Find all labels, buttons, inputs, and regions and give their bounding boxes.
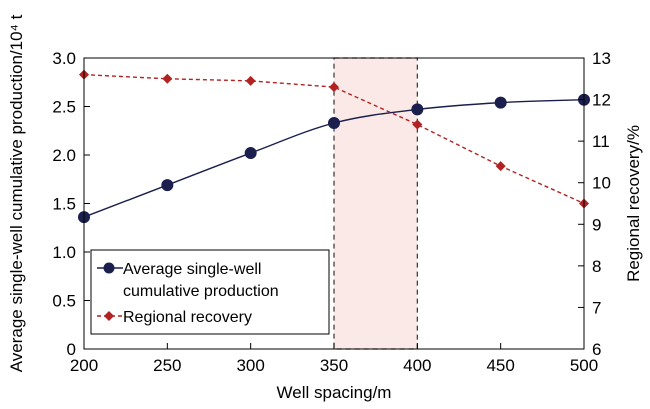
y-left-tick-label: 2.5 <box>52 98 76 117</box>
x-tick-label: 500 <box>570 356 598 375</box>
y-left-tick-label: 0.5 <box>52 292 76 311</box>
y-left-tick-label: 3.0 <box>52 49 76 68</box>
x-tick-label: 250 <box>153 356 181 375</box>
data-point-production <box>494 96 507 109</box>
data-point-production <box>328 116 340 129</box>
legend-label-production-2: cumulative production <box>123 283 279 300</box>
data-point-recovery <box>162 73 173 84</box>
data-point-recovery <box>329 82 339 93</box>
x-tick-label: 400 <box>403 356 431 375</box>
y-left-tick-label: 1.0 <box>52 243 76 262</box>
data-point-recovery <box>495 161 506 172</box>
data-point-production <box>411 103 424 116</box>
legend-label-recovery: Regional recovery <box>123 309 252 326</box>
legend-marker-production <box>103 262 115 274</box>
y-left-tick-label: 0 <box>67 340 76 359</box>
y-right-tick-label: 10 <box>592 174 611 193</box>
y-left-tick-label: 2.0 <box>52 146 76 165</box>
y-right-tick-label: 11 <box>592 132 610 151</box>
data-point-production <box>161 179 174 192</box>
y-right-tick-label: 13 <box>592 49 611 68</box>
y-axis-right-label: Regional recovery/% <box>624 125 643 282</box>
y-left-tick-label: 1.5 <box>52 195 76 214</box>
y-right-tick-label: 9 <box>592 215 601 234</box>
y-right-tick-label: 7 <box>592 298 601 317</box>
x-tick-label: 450 <box>486 356 514 375</box>
x-tick-label: 350 <box>320 356 348 375</box>
y-right-tick-label: 8 <box>592 257 601 276</box>
legend: Average single-well cumulative productio… <box>90 249 330 335</box>
x-axis-label: Well spacing/m <box>277 383 392 402</box>
highlight-region <box>333 57 418 350</box>
legend-label-production-1: Average single-well <box>123 261 261 278</box>
data-point-recovery <box>412 119 423 130</box>
y-right-tick-label: 6 <box>592 340 601 359</box>
x-tick-label: 300 <box>236 356 264 375</box>
y-right-tick-label: 12 <box>592 91 611 110</box>
legend-marker-recovery <box>104 311 114 321</box>
data-point-recovery <box>245 75 256 86</box>
data-point-production <box>244 147 257 160</box>
x-tick-label: 200 <box>70 356 98 375</box>
y-axis-left-label: Average single-well cumulative productio… <box>7 14 26 372</box>
legend-box <box>90 249 330 335</box>
